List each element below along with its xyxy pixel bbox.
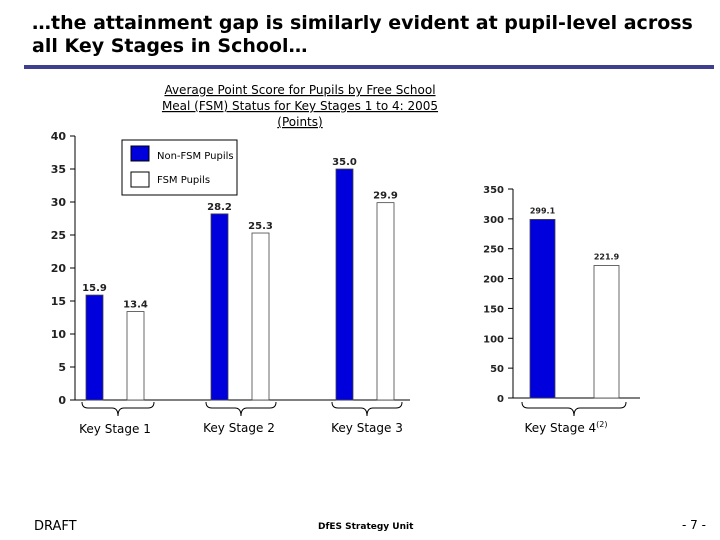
data-label-key-stage-4-fsm-pupils: 221.9 <box>594 252 620 261</box>
data-label-key-stage-2-fsm-pupils: 25.3 <box>248 221 273 232</box>
main-bars: 15.9 13.4 28.2 25.3 35.0 29.9 <box>82 157 398 401</box>
ks4-y-tick-label: 300 <box>483 215 504 226</box>
data-label-key-stage-3-fsm-pupils: 29.9 <box>373 191 398 202</box>
main-y-tick-label: 10 <box>51 328 67 341</box>
chart-title-line-1: Average Point Score for Pupils by Free S… <box>164 83 435 97</box>
main-y-tick-label: 25 <box>51 229 66 242</box>
category-label-key-stage-2: Key Stage 2 <box>203 421 275 435</box>
data-label-key-stage-1-non-fsm-pupils: 15.9 <box>82 283 107 294</box>
legend: Non-FSM Pupils FSM Pupils <box>121 139 238 196</box>
bar-key-stage-2-fsm-pupils <box>251 232 270 401</box>
key-stage-4-text: Key Stage 4 <box>524 421 596 435</box>
ks4-y-tick-label: 100 <box>483 334 504 345</box>
main-y-tick-label: 15 <box>51 295 66 308</box>
category-label-key-stage-4: Key Stage 4(2) <box>524 420 607 435</box>
ks4-y-tick-label: 250 <box>483 245 504 256</box>
chart-title-line-2: Meal (FSM) Status for Key Stages 1 to 4:… <box>162 99 438 113</box>
bar-key-stage-4-fsm-pupils <box>593 265 620 399</box>
legend-swatch-non-fsm <box>130 145 150 162</box>
slide-title: …the attainment gap is similarly evident… <box>32 12 693 57</box>
bar-key-stage-4-non-fsm-pupils <box>529 218 556 399</box>
group-brace-4 <box>521 401 627 417</box>
main-y-tick-label: 0 <box>58 394 66 407</box>
main-chart: 0 5 10 15 20 25 30 35 40 15.9 13.4 28.2 25.3 35.0 29.… <box>51 130 410 407</box>
group-brace-2 <box>205 401 277 417</box>
ks4-y-ticks: 0 50 100 150 200 250 300 350 <box>483 185 513 405</box>
footer-organisation: DfES Strategy Unit <box>318 522 414 532</box>
data-label-key-stage-1-fsm-pupils: 13.4 <box>123 300 148 311</box>
ks4-y-tick-label: 50 <box>490 364 504 375</box>
ks4-chart: 0 50 100 150 200 250 300 350 299.1 221.9 <box>483 185 640 405</box>
legend-label-non-fsm: Non-FSM Pupils <box>157 151 234 162</box>
data-label-key-stage-3-non-fsm-pupils: 35.0 <box>332 157 357 168</box>
main-y-tick-label: 30 <box>51 196 67 209</box>
bar-key-stage-3-fsm-pupils <box>376 202 395 401</box>
ks4-y-tick-label: 200 <box>483 275 504 286</box>
category-label-key-stage-1: Key Stage 1 <box>79 422 151 436</box>
legend-label-fsm: FSM Pupils <box>157 175 210 186</box>
ks4-y-tick-label: 0 <box>497 394 504 405</box>
title-divider <box>24 65 714 69</box>
key-stage-4-superscript: (2) <box>596 420 607 429</box>
group-brace-3 <box>331 401 403 417</box>
bar-key-stage-3-non-fsm-pupils <box>335 168 354 401</box>
main-y-tick-label: 35 <box>51 163 66 176</box>
footer-draft-label: DRAFT <box>34 519 77 534</box>
main-y-tick-label: 5 <box>58 361 66 374</box>
ks4-bars: 299.1 221.9 <box>529 206 620 399</box>
ks4-y-tick-label: 350 <box>483 185 504 196</box>
page-number: - 7 - <box>682 518 706 532</box>
legend-swatch-fsm <box>130 171 150 188</box>
bar-key-stage-2-non-fsm-pupils <box>210 213 229 401</box>
category-braces <box>81 401 627 417</box>
data-label-key-stage-2-non-fsm-pupils: 28.2 <box>207 202 232 213</box>
category-label-key-stage-3: Key Stage 3 <box>331 421 403 435</box>
chart-title-line-3: (Points) <box>277 115 322 129</box>
main-y-tick-label: 20 <box>51 262 67 275</box>
ks4-y-tick-label: 150 <box>483 304 504 315</box>
data-label-key-stage-4-non-fsm-pupils: 299.1 <box>530 206 556 215</box>
main-y-tick-label: 40 <box>51 130 67 143</box>
group-brace-1 <box>81 401 155 417</box>
bar-key-stage-1-fsm-pupils <box>126 311 145 401</box>
main-y-ticks: 0 5 10 15 20 25 30 35 40 <box>51 130 75 407</box>
bar-key-stage-1-non-fsm-pupils <box>85 294 104 401</box>
